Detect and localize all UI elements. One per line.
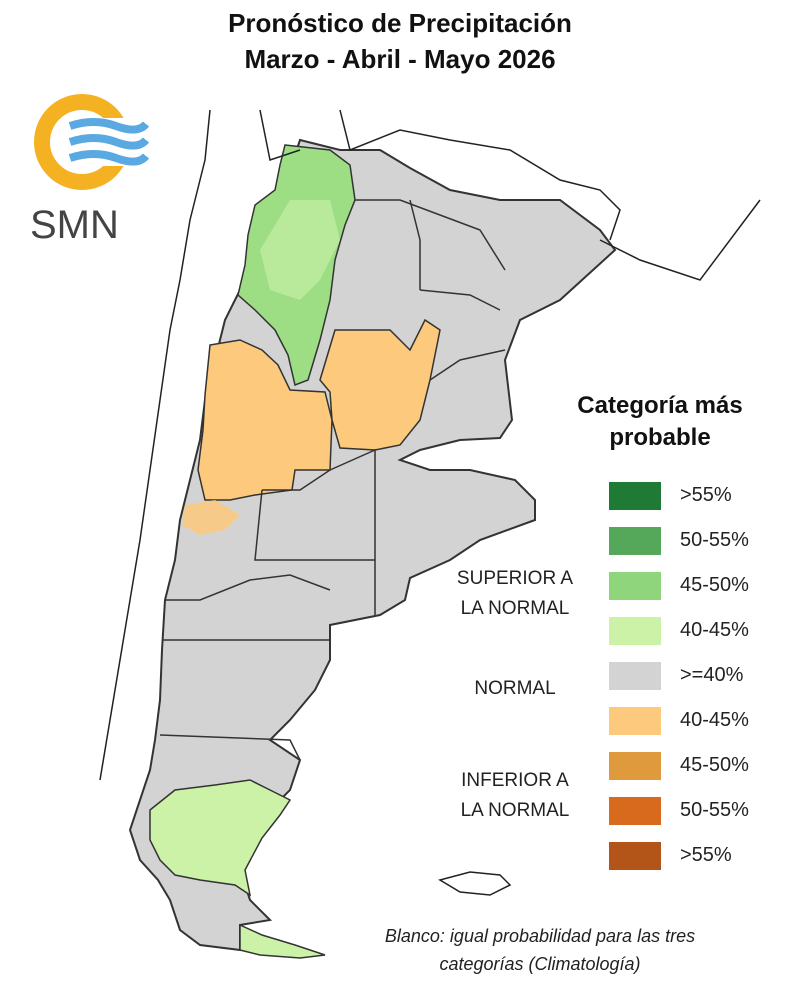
legend-label: >55% (680, 844, 732, 866)
legend-label: 50-55% (680, 799, 749, 821)
malvinas-islands (438, 871, 512, 896)
legend-swatch (609, 482, 661, 510)
map-title: Pronóstico de Precipitación (228, 8, 572, 38)
note-line1: Blanco: igual probabilidad para las tres (384, 926, 696, 946)
legend-swatch (609, 842, 661, 870)
legend-swatch (609, 707, 661, 735)
legend-label: 40-45% (680, 619, 749, 641)
region-superior-tierra-del-fuego (239, 923, 326, 959)
region-inferior-mendoza-south (182, 500, 240, 535)
region-inferior-west (197, 339, 333, 501)
legend-swatch (609, 617, 661, 645)
legend-swatch (609, 752, 661, 780)
smn-logo: SMN (30, 94, 150, 247)
province-borders (159, 199, 506, 761)
region-superior-north-inner (260, 200, 340, 300)
region-superior-patagonia (149, 779, 292, 897)
legend-swatch (609, 527, 661, 555)
map-subtitle: Marzo - Abril - Mayo 2026 (244, 44, 556, 74)
neighbor-borders (99, 109, 761, 781)
category-inferior: INFERIOR A LA NORMAL (430, 766, 600, 826)
category-superior: SUPERIOR A LA NORMAL (430, 564, 600, 624)
legend-swatch (609, 797, 661, 825)
category-inferior-line1: INFERIOR A (461, 770, 569, 791)
category-inferior-line2: LA NORMAL (460, 800, 570, 821)
region-inferior-center (319, 318, 441, 451)
legend-title-2: probable (609, 424, 711, 451)
note-line2: categorías (Climatología) (439, 954, 641, 974)
category-superior-line1: SUPERIOR A (456, 568, 574, 589)
category-superior-line2: LA NORMAL (460, 598, 570, 619)
legend-title: Categoría más (577, 392, 743, 419)
argentina-land (128, 138, 617, 952)
legend-label: >55% (680, 484, 732, 506)
legend-label: 45-50% (680, 574, 749, 596)
category-normal: NORMAL (474, 678, 556, 699)
legend-label: 50-55% (680, 529, 749, 551)
legend-label: 45-50% (680, 754, 749, 776)
legend-swatch (609, 662, 661, 690)
legend-swatch (609, 572, 661, 600)
logo-text: SMN (30, 203, 119, 247)
legend-label: >=40% (680, 664, 744, 686)
legend-label: 40-45% (680, 709, 749, 731)
